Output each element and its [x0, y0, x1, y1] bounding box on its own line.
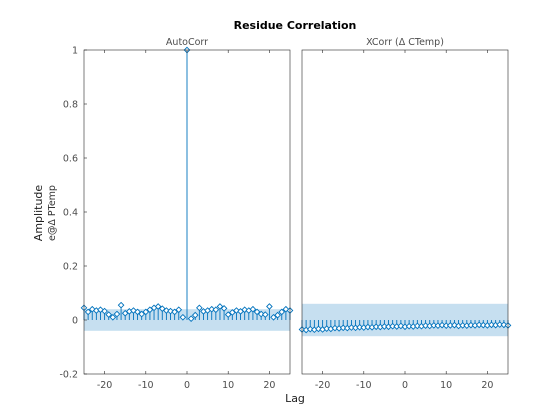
xcorr-x-tick-label: 20 — [481, 380, 493, 391]
xcorr-marker — [475, 321, 483, 329]
autocorr-marker — [257, 310, 265, 318]
xcorr-marker — [389, 322, 396, 330]
autocorr-y-tick-label: 0.2 — [63, 262, 78, 273]
autocorr-panel: AutoCorr -20 -10 0 10 20 -0.2 0 0.2 0.4 0.6 0.8 1 — [59, 37, 294, 391]
autocorr-marker — [278, 308, 286, 316]
autocorr-marker — [154, 303, 162, 310]
autocorr-marker — [212, 306, 220, 314]
autocorr-marker — [261, 311, 269, 318]
y-axis-sublabel: e@Δ PTemp — [47, 185, 58, 241]
autocorr-marker — [191, 311, 199, 319]
autocorr-marker — [134, 308, 141, 316]
xcorr-marker — [339, 324, 347, 332]
autocorr-marker — [130, 307, 137, 314]
xcorr-marker — [500, 321, 508, 329]
autocorr-y-tick-label: 0 — [72, 316, 78, 327]
xcorr-marker — [459, 322, 467, 329]
autocorr-marker — [196, 304, 203, 312]
xcorr-marker — [467, 321, 475, 329]
xcorr-marker — [356, 323, 364, 331]
x-axis-label: Lag — [285, 392, 305, 405]
xcorr-markers-group — [298, 321, 512, 334]
autocorr-y-tick-label: 0.6 — [63, 154, 78, 165]
autocorr-panel-title: AutoCorr — [166, 37, 208, 48]
autocorr-marker — [224, 311, 232, 318]
autocorr-marker — [233, 307, 240, 314]
xcorr-marker — [414, 322, 421, 330]
xcorr-marker — [430, 322, 438, 329]
autocorr-marker — [274, 311, 281, 319]
xcorr-marker — [405, 322, 413, 330]
autocorr-marker — [105, 311, 113, 318]
autocorr-x-tick-label: 10 — [222, 380, 234, 391]
autocorr-marker — [253, 308, 261, 316]
xcorr-marker — [381, 323, 388, 330]
autocorr-marker — [266, 303, 273, 310]
autocorr-marker — [175, 306, 183, 314]
xcorr-marker — [315, 325, 322, 333]
xcorr-x-tick-label: -20 — [315, 380, 331, 391]
autocorr-y-ticks: -0.2 0 0.2 0.4 0.6 0.8 1 — [59, 46, 87, 381]
autocorr-y-tick-label: -0.2 — [59, 370, 78, 381]
xcorr-marker — [422, 322, 429, 330]
autocorr-x-tick-label: -20 — [97, 380, 113, 391]
autocorr-markers-group — [80, 46, 294, 322]
autocorr-marker — [208, 305, 216, 313]
xcorr-x-tick-label: 0 — [402, 380, 408, 391]
autocorr-y-tick-label: 1 — [72, 46, 78, 57]
autocorr-marker — [138, 310, 146, 318]
autocorr-marker — [109, 313, 117, 321]
xcorr-marker — [364, 323, 372, 331]
xcorr-marker — [479, 321, 487, 329]
autocorr-marker — [101, 307, 108, 315]
xcorr-marker — [331, 324, 339, 332]
autocorr-x-tick-label: -10 — [138, 380, 154, 391]
autocorr-marker — [187, 315, 195, 322]
xcorr-marker — [306, 325, 314, 333]
autocorr-x-tick-label: 20 — [263, 380, 275, 391]
xcorr-marker — [323, 325, 331, 332]
autocorr-marker — [117, 301, 125, 309]
xcorr-x-tick-label: -10 — [356, 380, 372, 391]
autocorr-marker — [142, 308, 150, 316]
xcorr-marker — [496, 321, 504, 328]
xcorr-marker — [348, 324, 355, 331]
autocorr-y-tick-label: 0.8 — [63, 100, 78, 111]
figure-title: Residue Correlation — [234, 19, 357, 32]
autocorr-marker — [84, 308, 92, 316]
autocorr-marker — [113, 310, 121, 318]
autocorr-marker — [249, 305, 257, 313]
xcorr-panel-title: XCorr (Δ CTemp) — [366, 37, 444, 48]
xcorr-marker — [488, 321, 495, 329]
autocorr-marker — [179, 313, 187, 321]
y-axis-label: Amplitude — [32, 185, 45, 242]
xcorr-x-ticks: -20 -10 0 10 20 — [315, 50, 493, 391]
autocorr-x-ticks: -20 -10 0 10 20 — [97, 50, 275, 391]
autocorr-marker — [163, 307, 170, 314]
xcorr-marker — [438, 321, 446, 329]
autocorr-marker — [171, 308, 178, 316]
autocorr-marker — [220, 305, 228, 312]
xcorr-marker — [372, 323, 380, 331]
autocorr-marker — [270, 313, 277, 321]
xcorr-panel: XCorr (Δ CTemp) -20 -10 0 10 20 — [298, 37, 512, 391]
autocorr-y-tick-label: 0.4 — [63, 208, 78, 219]
xcorr-x-tick-label: 10 — [440, 380, 452, 391]
autocorr-x-tick-label: 0 — [184, 380, 190, 391]
